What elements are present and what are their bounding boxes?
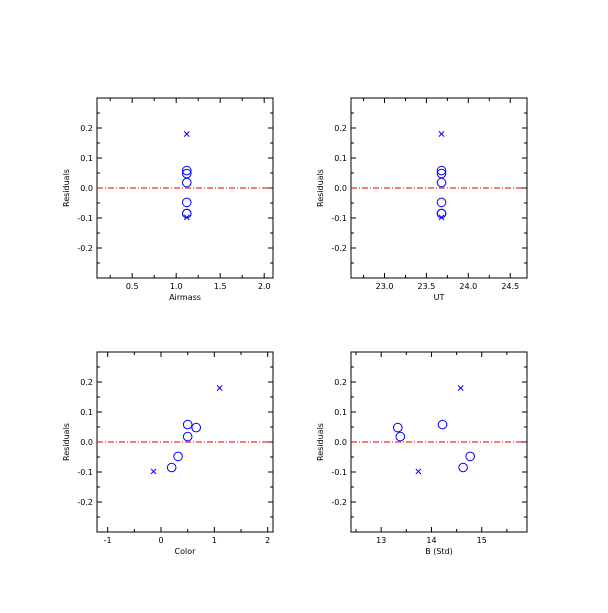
x-tick-label: 1.0 <box>170 282 183 291</box>
y-tick-label: 0.0 <box>80 184 93 193</box>
y-tick-label: -0.2 <box>331 244 347 253</box>
y-tick-label: 0.2 <box>334 124 347 133</box>
y-tick-label: 0.0 <box>334 438 347 447</box>
y-tick-label: -0.1 <box>331 214 347 223</box>
y-tick-label: 0.0 <box>334 184 347 193</box>
y-tick-label: 0.0 <box>80 438 93 447</box>
data-point-circle <box>181 177 192 188</box>
data-point-x <box>438 214 445 221</box>
data-point-x <box>183 214 190 221</box>
x-tick-label: 24.0 <box>459 282 477 291</box>
data-point-x <box>438 131 445 137</box>
data-point-circle <box>181 165 192 176</box>
data-point-circle <box>436 177 447 188</box>
y-tick-label: 0.2 <box>334 378 347 387</box>
y-tick-label: 0.1 <box>80 408 93 417</box>
data-point-circle <box>182 419 193 430</box>
x-tick-label: 14 <box>426 536 436 545</box>
x-tick-label: 23.5 <box>418 282 436 291</box>
x-tick-label: 0 <box>158 536 163 545</box>
data-point-circle <box>437 419 448 430</box>
scatter-panel-3: -0.2 -0.1 0.0 0.1 0.2 -1 0 1 2 Color Residuals <box>62 351 274 556</box>
data-point-circle <box>436 208 447 219</box>
x-tick-label: 1.5 <box>214 282 227 291</box>
y-tick-label: -0.1 <box>331 468 347 477</box>
data-point-x <box>216 385 223 391</box>
x-tick-label: 2.0 <box>258 282 271 291</box>
scatter-panel-4: -0.2 -0.1 0.0 0.1 0.2 13 14 15 B (Std) Residuals <box>316 351 528 556</box>
data-point-circle <box>436 197 447 208</box>
x-axis-label: Airmass <box>169 293 201 302</box>
data-point-circle <box>191 422 201 433</box>
data-point-circle <box>465 451 475 462</box>
y-tick-label: 0.1 <box>334 154 347 163</box>
y-tick-label: -0.2 <box>331 498 347 507</box>
y-tick-label: -0.1 <box>77 468 93 477</box>
x-axis-label: Color <box>175 547 197 556</box>
x-tick-label: 1 <box>212 536 217 545</box>
y-tick-label: -0.1 <box>77 214 93 223</box>
y-axis-label: Residuals <box>62 169 71 207</box>
y-axis-label: Residuals <box>62 423 71 461</box>
x-tick-label: 23.0 <box>376 282 394 291</box>
y-axis-label: Residuals <box>316 169 325 207</box>
x-tick-label: 13 <box>376 536 386 545</box>
y-tick-label: 0.2 <box>80 124 93 133</box>
x-tick-label: 0.5 <box>126 282 139 291</box>
data-point-circle <box>181 197 192 208</box>
scatter-panel-1: -0.2 -0.1 0.0 0.1 0.2 0.5 1.0 1.5 2.0 Airmass Resi… <box>62 97 274 302</box>
x-tick-label: 15 <box>477 536 487 545</box>
data-point-x <box>183 131 190 137</box>
x-tick-label: -1 <box>104 536 112 545</box>
data-point-x <box>457 385 464 391</box>
y-tick-label: 0.1 <box>334 408 347 417</box>
y-tick-label: 0.1 <box>80 154 93 163</box>
y-axis-label: Residuals <box>316 423 325 461</box>
x-tick-label: 2 <box>265 536 270 545</box>
y-tick-label: -0.2 <box>77 244 93 253</box>
data-point-circle <box>458 462 468 473</box>
x-axis-label: B (Std) <box>425 547 453 556</box>
y-tick-label: -0.2 <box>77 498 93 507</box>
data-point-circle <box>182 431 193 442</box>
y-tick-label: 0.2 <box>80 378 93 387</box>
data-point-circle <box>392 422 403 433</box>
data-point-circle <box>436 165 447 176</box>
data-point-circle <box>395 431 406 442</box>
data-point-x <box>150 468 157 475</box>
scatter-panel-2: -0.2 -0.1 0.0 0.1 0.2 23.0 23.5 24.0 24.5 UT Resid… <box>316 97 528 302</box>
x-tick-label: 24.5 <box>501 282 519 291</box>
data-point-circle <box>173 451 183 462</box>
data-point-x <box>415 468 422 475</box>
data-point-circle <box>181 208 192 219</box>
x-axis-label: UT <box>434 293 445 302</box>
data-point-circle <box>166 462 177 473</box>
